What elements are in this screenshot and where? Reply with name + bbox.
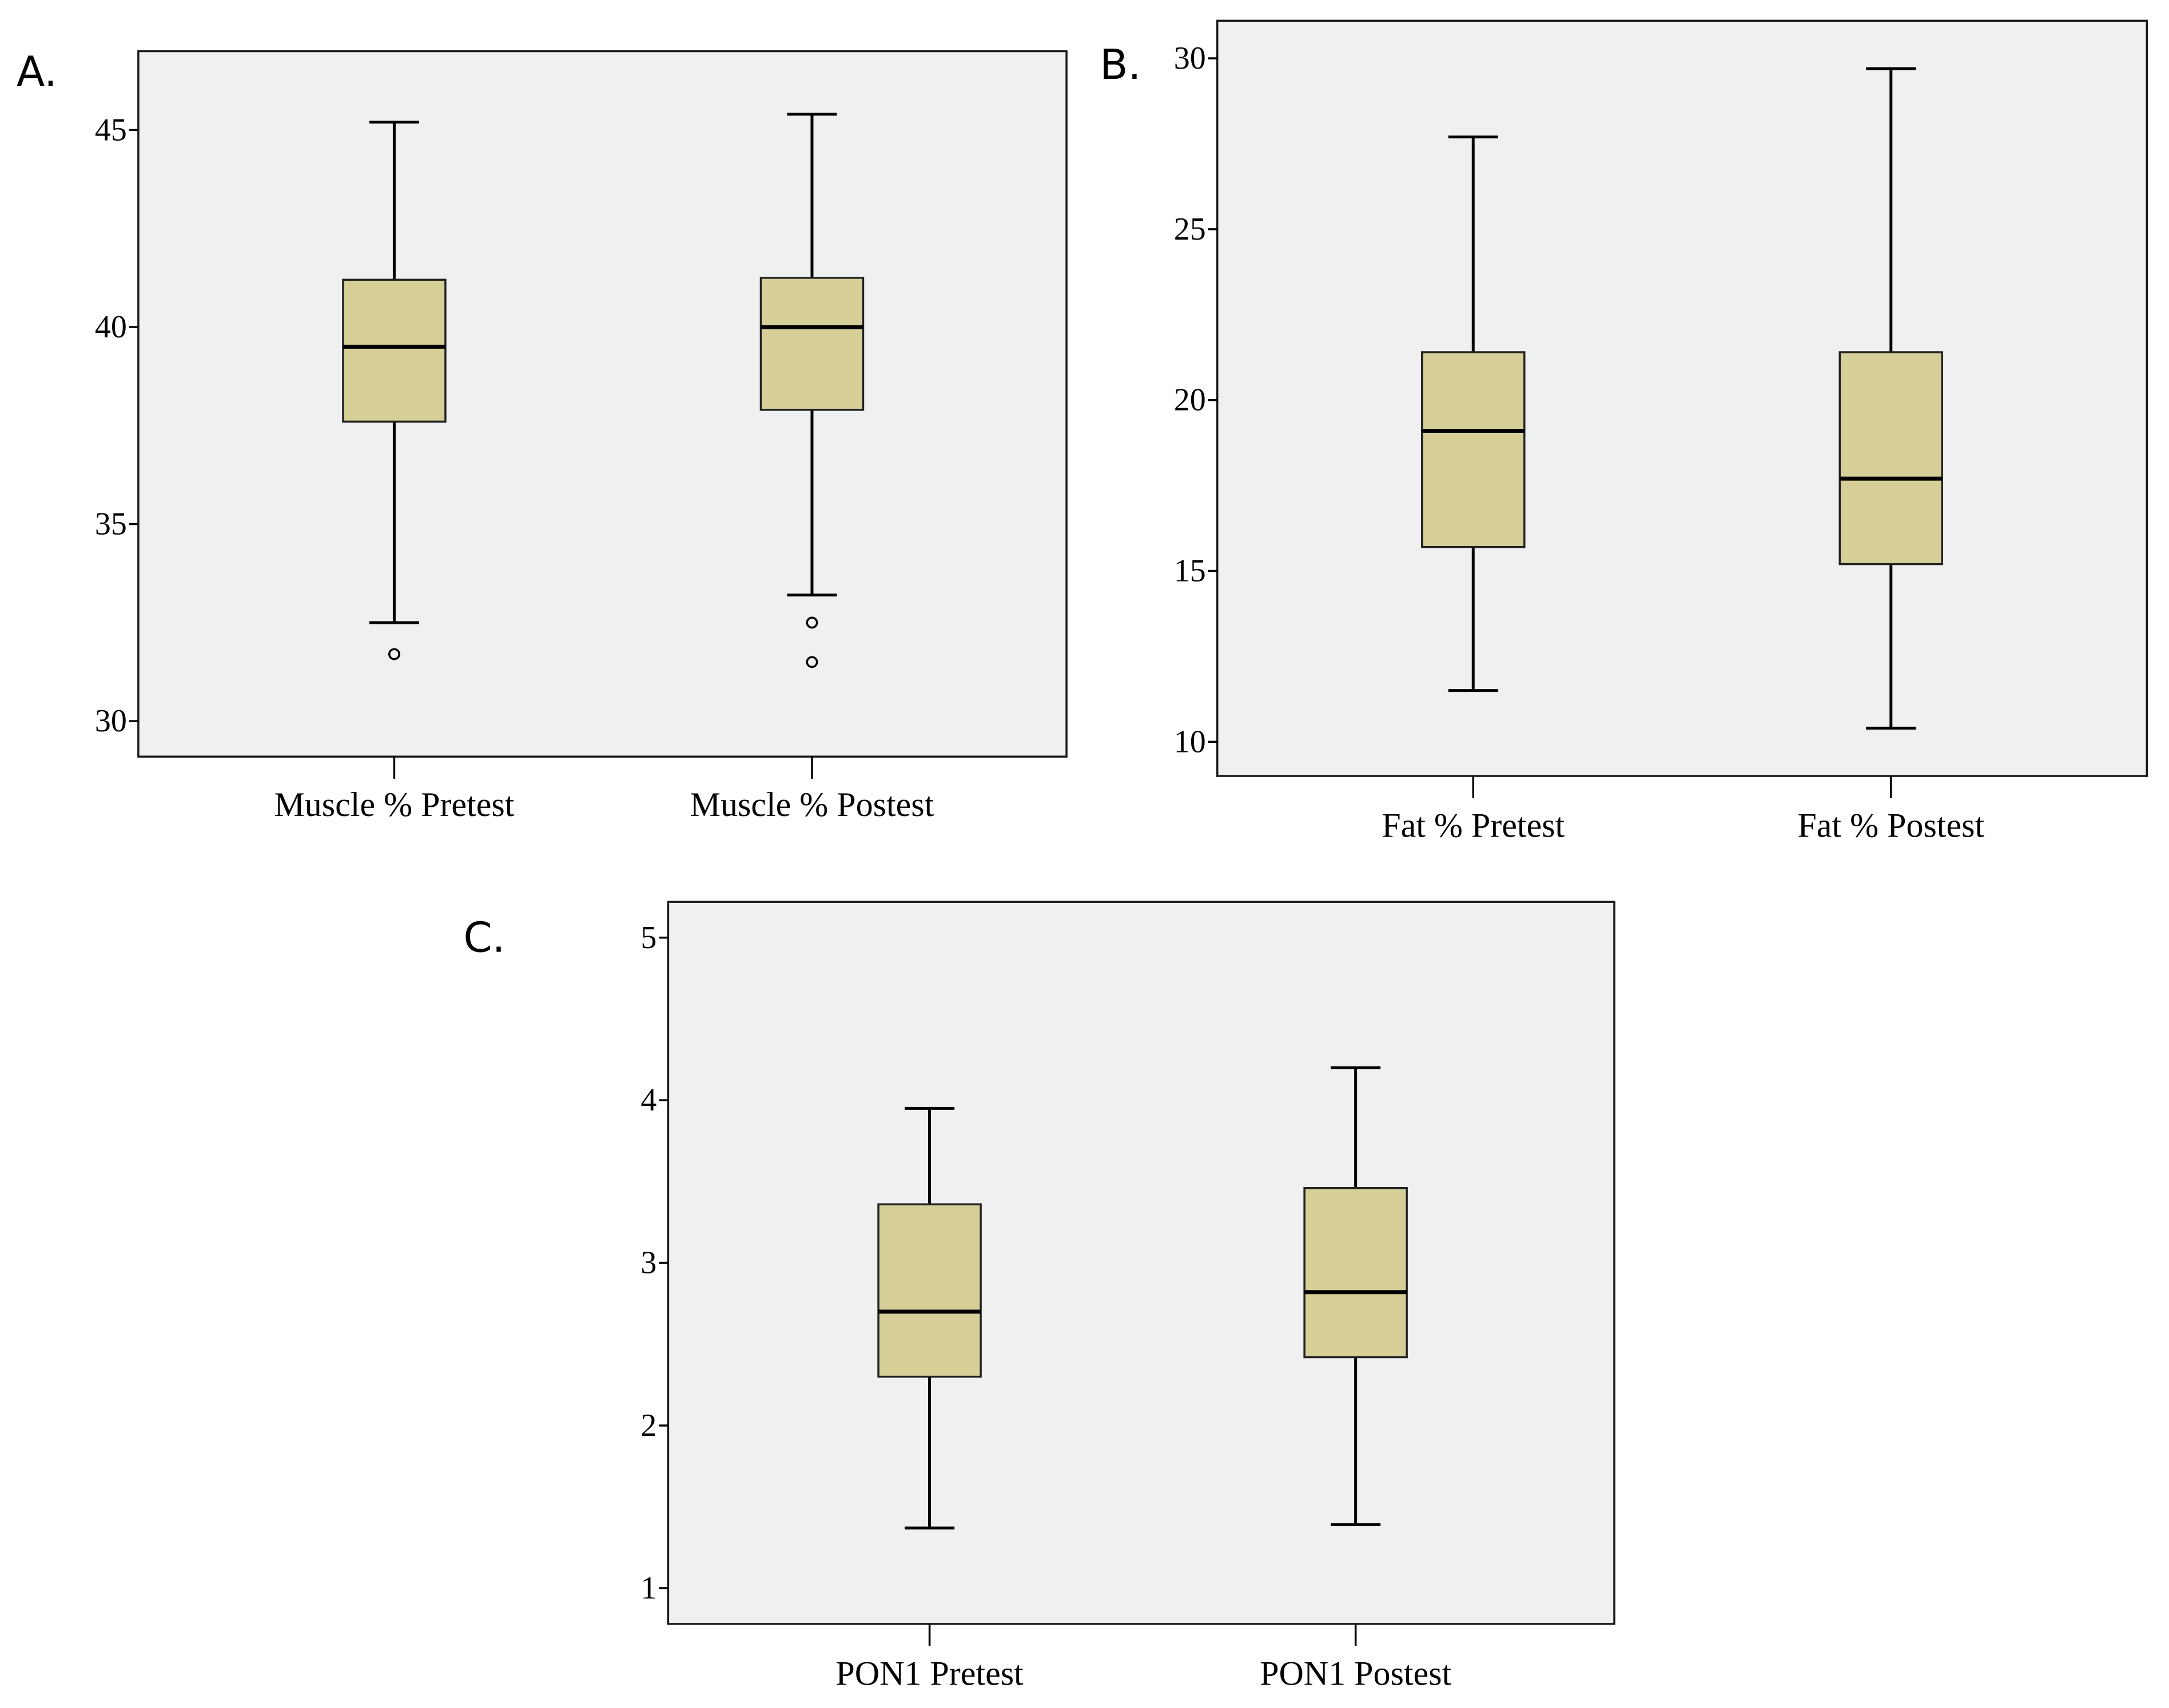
y-tick-label: 2 bbox=[640, 1408, 656, 1443]
y-tick-label: 15 bbox=[1174, 553, 1206, 588]
chart-panel-2: B. 10 15 20 25 30 Fat % Pretest Fat % Postest bbox=[1100, 19, 2148, 844]
box-group: PON1 Pretest bbox=[835, 1106, 1024, 1692]
panel-label: C. bbox=[463, 913, 505, 961]
outlier-point bbox=[388, 648, 400, 660]
y-tick-label: 4 bbox=[640, 1082, 656, 1118]
category-label: Muscle % Postest bbox=[690, 786, 934, 823]
plot-area bbox=[137, 50, 1068, 758]
y-tick-label: 30 bbox=[1174, 41, 1206, 76]
y-tick-label: 35 bbox=[95, 507, 127, 542]
iqr-box bbox=[877, 1203, 982, 1378]
category-label: PON1 Pretest bbox=[835, 1654, 1024, 1692]
y-tick-label: 5 bbox=[640, 920, 656, 955]
box-group: Fat % Postest bbox=[1797, 67, 1984, 844]
box-group: Fat % Pretest bbox=[1382, 135, 1565, 844]
category-label: PON1 Postest bbox=[1260, 1654, 1451, 1692]
box-group: Muscle % Postest bbox=[690, 113, 934, 823]
outlier-point bbox=[806, 616, 818, 629]
panel-label: B. bbox=[1100, 41, 1141, 89]
y-tick-label: 10 bbox=[1174, 724, 1206, 759]
y-tick-label: 20 bbox=[1174, 383, 1206, 418]
plot-area bbox=[1216, 19, 2148, 777]
category-label: Fat % Pretest bbox=[1382, 806, 1565, 844]
y-tick-label: 25 bbox=[1174, 212, 1206, 247]
y-tick-label: 30 bbox=[95, 703, 127, 739]
y-tick-label: 1 bbox=[640, 1570, 656, 1606]
y-tick-label: 3 bbox=[640, 1245, 656, 1281]
box-group: Muscle % Pretest bbox=[274, 121, 515, 823]
chart-panel-1: A. 30 35 40 45 Muscle % Pretest Muscle % Poste… bbox=[17, 47, 1068, 823]
plot-area bbox=[667, 901, 1615, 1625]
iqr-box bbox=[1838, 351, 1944, 566]
category-label: Fat % Postest bbox=[1797, 806, 1984, 844]
iqr-box bbox=[1303, 1187, 1408, 1359]
box-group: PON1 Postest bbox=[1260, 1066, 1451, 1692]
y-tick-label: 45 bbox=[95, 112, 127, 148]
iqr-box bbox=[1420, 351, 1526, 548]
chart-panel-3: C. 1 2 3 4 5 PON1 Pretest PON1 Postest bbox=[463, 901, 1615, 1692]
panel-label: A. bbox=[17, 47, 57, 95]
y-tick-label: 40 bbox=[95, 309, 127, 345]
outlier-point bbox=[806, 656, 818, 668]
iqr-box bbox=[342, 278, 447, 423]
iqr-box bbox=[759, 277, 865, 411]
category-label: Muscle % Pretest bbox=[274, 786, 514, 823]
